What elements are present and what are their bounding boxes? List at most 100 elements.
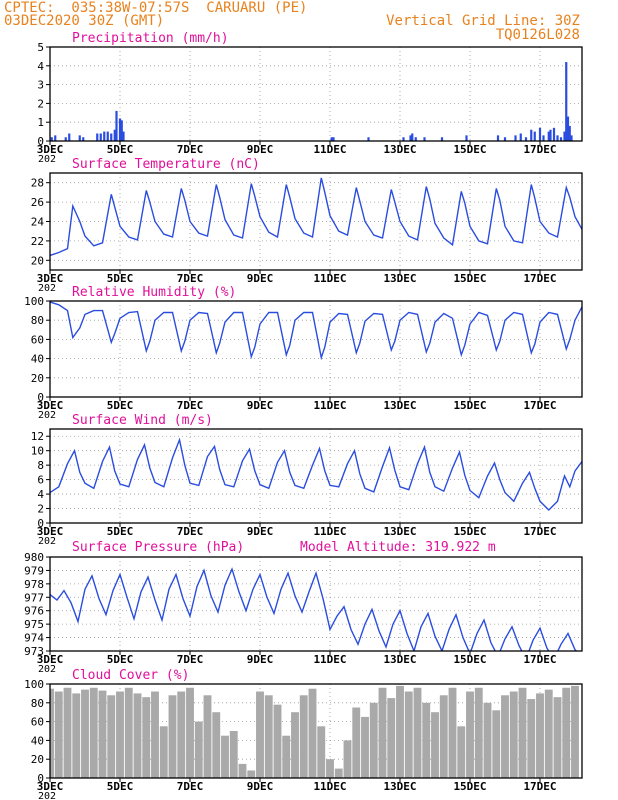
data-bar — [414, 137, 417, 141]
x-tick-label: 5DEC — [107, 272, 134, 285]
data-bar — [474, 687, 483, 778]
year-label: 202 — [38, 791, 56, 800]
data-bar — [177, 691, 186, 778]
data-bar — [50, 688, 54, 778]
x-tick-label: 5DEC — [107, 780, 134, 793]
data-bar — [122, 131, 125, 141]
data-bar — [562, 687, 571, 778]
data-bar — [159, 726, 168, 778]
panel-2: 20 22 24 26 28 3DEC 5DEC 7DEC 9DEC 11DEC 13DEC 15DE… — [31, 157, 583, 294]
data-bar — [492, 710, 501, 778]
panel-title: Precipitation (mm/h) — [72, 31, 229, 46]
data-bar — [411, 133, 414, 141]
x-tick-label: 7DEC — [177, 780, 204, 793]
x-tick-label: 17DEC — [523, 653, 556, 666]
data-bar — [509, 691, 518, 778]
x-tick-label: 3DEC — [37, 272, 64, 285]
data-bar — [317, 726, 326, 778]
data-bar — [501, 695, 509, 778]
data-bar — [291, 712, 299, 778]
data-bar — [423, 137, 426, 141]
data-bar — [81, 689, 89, 778]
x-tick-label: 17DEC — [523, 525, 556, 538]
panel-title: Surface Temperature (nC) — [72, 157, 260, 172]
data-bar — [361, 716, 369, 778]
x-tick-label: 3DEC — [37, 780, 64, 793]
plot-frame — [49, 556, 583, 652]
x-tick-label: 15DEC — [453, 525, 486, 538]
y-tick-label: 974 — [24, 632, 44, 645]
data-bar — [519, 133, 522, 141]
data-bar — [402, 137, 405, 141]
data-bar — [72, 693, 81, 778]
data-bar — [107, 695, 116, 778]
x-tick-label: 7DEC — [177, 143, 204, 156]
data-bar — [559, 137, 563, 141]
y-tick-label: 0 — [37, 391, 44, 404]
data-bar — [308, 688, 317, 778]
data-bar — [78, 135, 81, 141]
data-bar — [527, 699, 536, 778]
data-bar — [503, 137, 507, 141]
data-bar — [369, 702, 378, 778]
x-tick-label: 15DEC — [453, 399, 486, 412]
data-bar — [524, 137, 528, 141]
y-tick-label: 976 — [24, 605, 44, 618]
header-model-code: TQ0126L028 — [495, 27, 580, 43]
data-bar — [330, 137, 333, 141]
y-tick-label: 8 — [37, 459, 44, 472]
x-tick-label: 17DEC — [523, 143, 556, 156]
data-bar — [98, 690, 107, 778]
data-bar — [570, 135, 573, 141]
y-tick-label: 24 — [31, 216, 45, 229]
data-bar — [553, 697, 562, 778]
y-tick-label: 2 — [37, 503, 44, 516]
data-bar — [496, 135, 500, 141]
data-bar — [106, 131, 109, 141]
data-bar — [552, 127, 556, 141]
plot-frame — [49, 172, 583, 271]
y-tick-label: 4 — [37, 488, 44, 501]
x-tick-label: 7DEC — [177, 399, 204, 412]
series-area — [50, 437, 582, 511]
data-bar — [413, 687, 422, 778]
data-bar — [186, 687, 194, 778]
data-bar — [64, 137, 67, 141]
data-bar — [448, 687, 457, 778]
data-bar — [99, 133, 102, 141]
data-bar — [533, 131, 536, 141]
y-tick-label: 40 — [31, 734, 44, 747]
data-bar — [547, 131, 550, 141]
panel-title: Cloud Cover (%) — [72, 668, 189, 683]
x-tick-label: 5DEC — [107, 525, 134, 538]
x-tick-label: 11DEC — [313, 399, 346, 412]
y-tick-label: 6 — [37, 474, 44, 487]
year-label: 202 — [38, 154, 56, 165]
series-area — [50, 301, 582, 361]
data-bar — [556, 135, 559, 141]
plot-frame — [49, 300, 583, 398]
x-tick-label: 9DEC — [247, 780, 274, 793]
data-bar — [89, 687, 98, 778]
data-bar — [367, 137, 370, 141]
x-tick-label: 3DEC — [37, 525, 64, 538]
y-tick-label: 979 — [24, 564, 44, 577]
data-bar — [229, 731, 238, 778]
data-bar — [103, 131, 106, 141]
panel-6: 0 20 40 60 80 100 3DEC 5DEC 7DEC 9DEC 11DEC 13DEC 15… — [24, 668, 583, 800]
data-bar — [168, 695, 177, 778]
data-bar — [440, 137, 444, 141]
y-tick-label: 26 — [31, 196, 44, 209]
y-tick-label: 100 — [24, 295, 44, 308]
y-tick-label: 980 — [24, 551, 44, 564]
x-tick-label: 9DEC — [247, 653, 274, 666]
data-bar — [352, 707, 361, 778]
data-bar — [396, 685, 404, 778]
data-bar — [82, 137, 85, 141]
x-tick-label: 13DEC — [383, 525, 416, 538]
y-tick-label: 0 — [37, 517, 44, 530]
y-tick-label: 100 — [24, 678, 44, 691]
y-tick-label: 40 — [31, 353, 44, 366]
x-tick-label: 3DEC — [37, 399, 64, 412]
